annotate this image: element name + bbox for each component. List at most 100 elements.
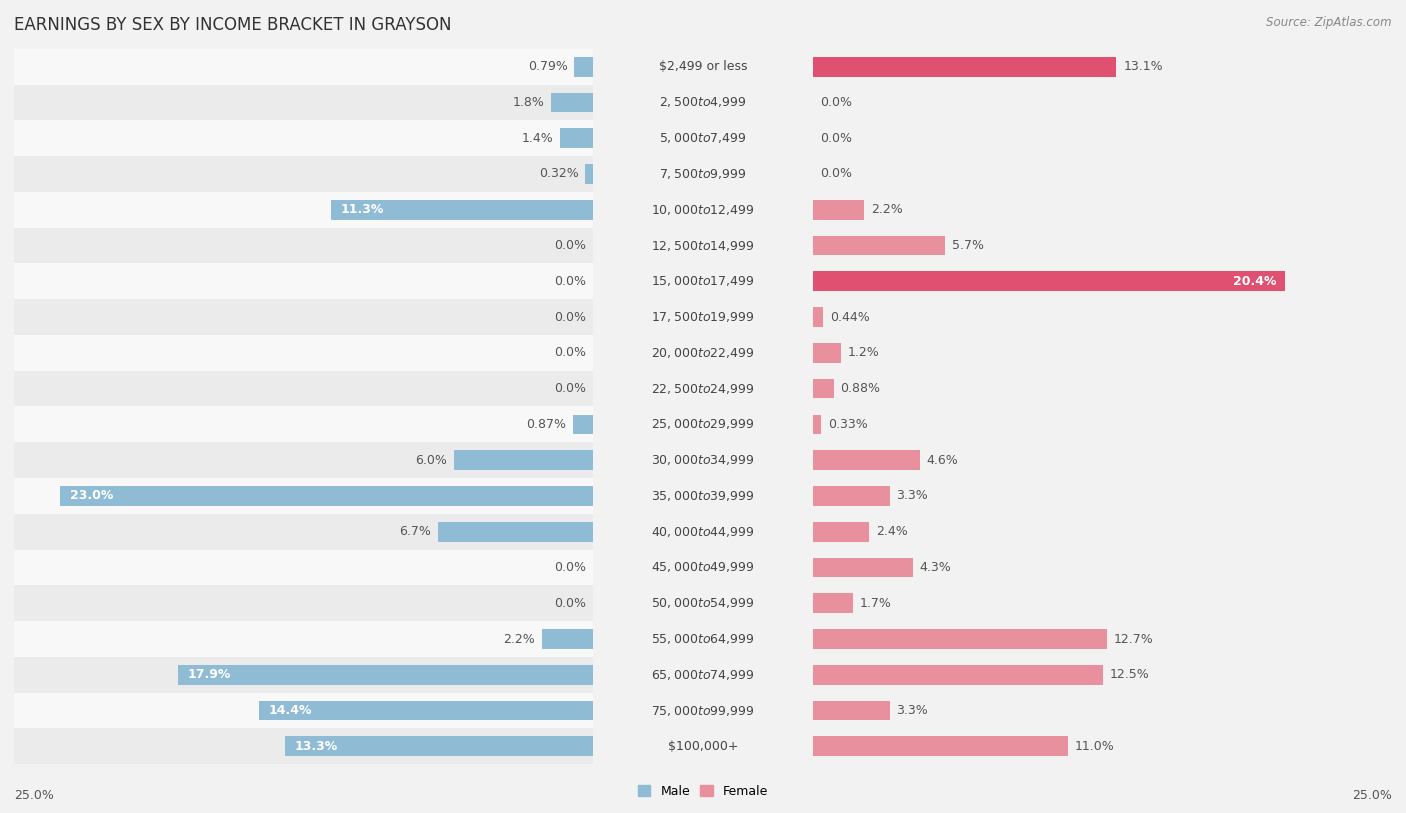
Text: 14.4%: 14.4%: [269, 704, 312, 717]
Text: 0.88%: 0.88%: [841, 382, 880, 395]
Bar: [0, 550, 593, 585]
Bar: [813, 343, 841, 363]
Bar: [813, 486, 890, 506]
Bar: [332, 200, 593, 220]
Text: 6.0%: 6.0%: [415, 454, 447, 467]
Bar: [0, 120, 593, 156]
Text: 0.87%: 0.87%: [526, 418, 565, 431]
Text: $65,000 to $74,999: $65,000 to $74,999: [651, 667, 755, 682]
Text: $12,500 to $14,999: $12,500 to $14,999: [651, 238, 755, 253]
Text: 12.5%: 12.5%: [1109, 668, 1149, 681]
Bar: [0, 693, 593, 728]
Text: 3.3%: 3.3%: [897, 704, 928, 717]
Bar: [0, 693, 813, 728]
Text: $35,000 to $39,999: $35,000 to $39,999: [651, 489, 755, 503]
Bar: [0, 85, 593, 120]
Bar: [0, 728, 813, 764]
Bar: [0, 442, 593, 478]
Bar: [813, 522, 869, 541]
Text: 0.0%: 0.0%: [554, 346, 586, 359]
Text: 0.0%: 0.0%: [820, 96, 852, 109]
Bar: [0, 228, 593, 263]
Text: 2.2%: 2.2%: [503, 633, 534, 646]
Text: $7,500 to $9,999: $7,500 to $9,999: [659, 167, 747, 181]
Bar: [813, 558, 912, 577]
Bar: [0, 263, 593, 299]
Bar: [0, 728, 593, 764]
Bar: [0, 585, 593, 621]
Text: $15,000 to $17,499: $15,000 to $17,499: [651, 274, 755, 289]
Text: 20.4%: 20.4%: [1233, 275, 1277, 288]
Bar: [0, 85, 813, 120]
Bar: [0, 657, 593, 693]
Bar: [813, 450, 920, 470]
Bar: [813, 236, 945, 255]
Bar: [813, 701, 890, 720]
Bar: [437, 522, 593, 541]
Bar: [0, 728, 593, 764]
Bar: [0, 335, 593, 371]
Bar: [0, 263, 593, 299]
Text: 11.0%: 11.0%: [1074, 740, 1115, 753]
Bar: [0, 156, 593, 192]
Text: $2,499 or less: $2,499 or less: [659, 60, 747, 73]
Text: $2,500 to $4,999: $2,500 to $4,999: [659, 95, 747, 110]
Text: 0.0%: 0.0%: [554, 382, 586, 395]
Bar: [0, 335, 813, 371]
Bar: [0, 621, 593, 657]
Bar: [561, 128, 593, 148]
Text: $75,000 to $99,999: $75,000 to $99,999: [651, 703, 755, 718]
Bar: [0, 585, 593, 621]
Text: 5.7%: 5.7%: [952, 239, 984, 252]
Bar: [813, 307, 824, 327]
Bar: [0, 478, 593, 514]
Bar: [0, 585, 813, 621]
Text: $10,000 to $12,499: $10,000 to $12,499: [651, 202, 755, 217]
Bar: [813, 593, 852, 613]
Bar: [813, 272, 1285, 291]
Bar: [0, 406, 813, 442]
Text: 25.0%: 25.0%: [14, 789, 53, 802]
Text: 1.2%: 1.2%: [848, 346, 880, 359]
Text: EARNINGS BY SEX BY INCOME BRACKET IN GRAYSON: EARNINGS BY SEX BY INCOME BRACKET IN GRA…: [14, 16, 451, 34]
Text: 0.79%: 0.79%: [527, 60, 568, 73]
Bar: [541, 629, 593, 649]
Bar: [0, 335, 593, 371]
Bar: [813, 629, 1107, 649]
Bar: [813, 415, 821, 434]
Text: 0.44%: 0.44%: [831, 311, 870, 324]
Bar: [0, 550, 813, 585]
Bar: [575, 57, 593, 76]
Bar: [0, 120, 813, 156]
Text: 12.7%: 12.7%: [1114, 633, 1154, 646]
Bar: [0, 693, 593, 728]
Bar: [0, 371, 593, 406]
Bar: [0, 156, 813, 192]
Text: $45,000 to $49,999: $45,000 to $49,999: [651, 560, 755, 575]
Text: $5,000 to $7,499: $5,000 to $7,499: [659, 131, 747, 146]
Bar: [179, 665, 593, 685]
Text: 1.8%: 1.8%: [512, 96, 544, 109]
Bar: [0, 514, 593, 550]
Bar: [0, 156, 593, 192]
Bar: [0, 299, 593, 335]
Bar: [260, 701, 593, 720]
Bar: [0, 120, 593, 156]
Bar: [0, 371, 813, 406]
Text: $30,000 to $34,999: $30,000 to $34,999: [651, 453, 755, 467]
Text: 13.1%: 13.1%: [1123, 60, 1163, 73]
Text: $100,000+: $100,000+: [668, 740, 738, 753]
Bar: [0, 406, 593, 442]
Bar: [813, 57, 1116, 76]
Text: 0.0%: 0.0%: [554, 561, 586, 574]
Text: 3.3%: 3.3%: [897, 489, 928, 502]
Text: 0.0%: 0.0%: [554, 311, 586, 324]
Bar: [585, 164, 593, 184]
Bar: [0, 49, 813, 85]
Bar: [0, 442, 593, 478]
Text: 0.0%: 0.0%: [820, 167, 852, 180]
Text: 0.0%: 0.0%: [820, 132, 852, 145]
Bar: [0, 657, 593, 693]
Text: 11.3%: 11.3%: [340, 203, 384, 216]
Bar: [60, 486, 593, 506]
